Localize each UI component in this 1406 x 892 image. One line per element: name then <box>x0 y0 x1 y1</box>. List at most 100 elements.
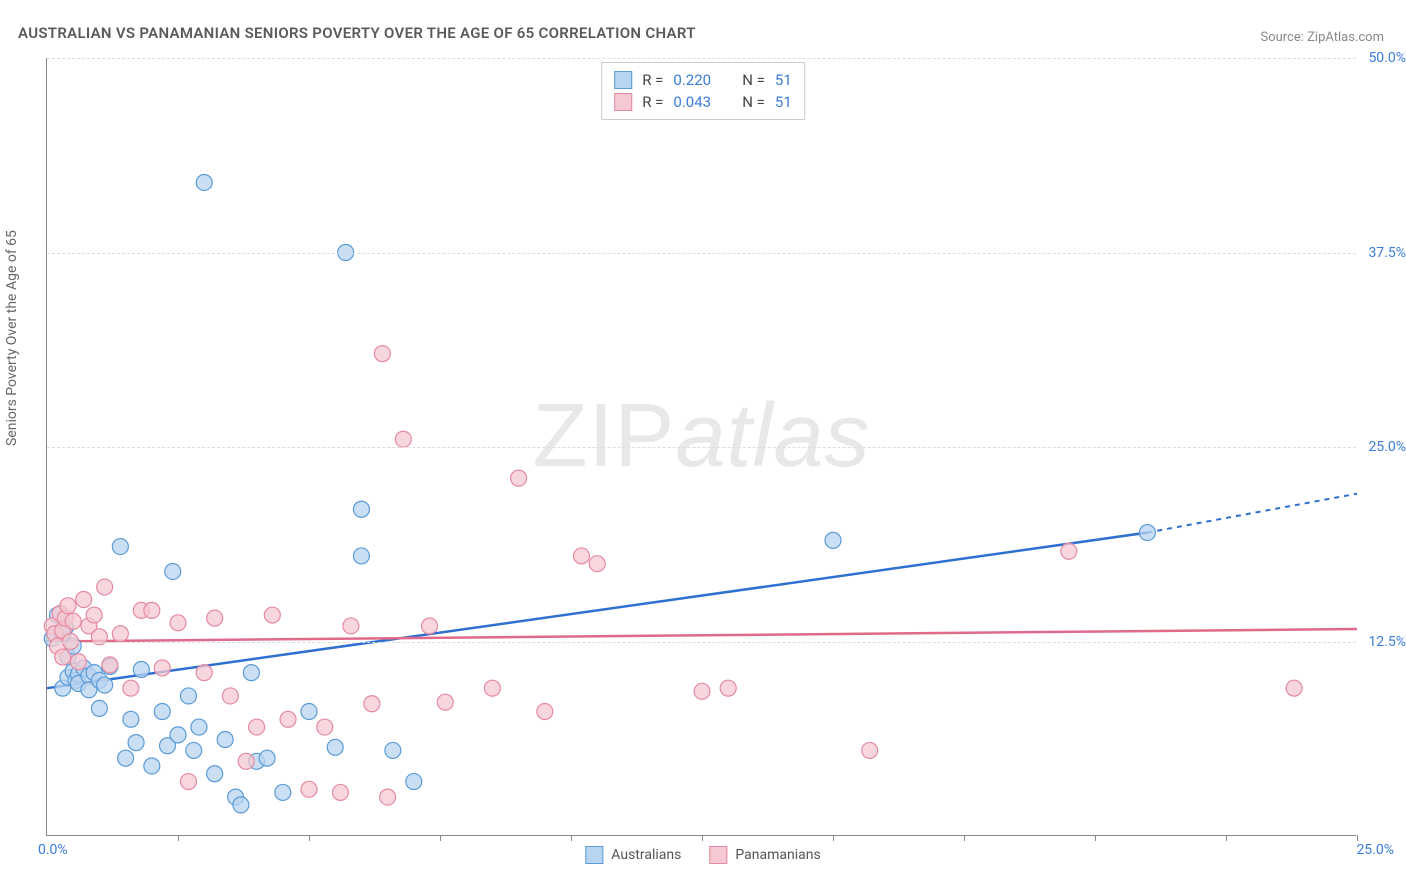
point-panamanians <box>437 694 453 710</box>
x-tick <box>964 835 965 841</box>
x-tick <box>1095 835 1096 841</box>
y-tick-label: 25.0% <box>1368 439 1406 455</box>
legend-series-item: Australians <box>585 846 681 864</box>
legend-correlation: R = 0.220 N = 51 R = 0.043 N = 51 <box>601 62 805 120</box>
x-tick <box>571 835 572 841</box>
point-australians <box>196 174 212 190</box>
point-panamanians <box>144 602 160 618</box>
point-australians <box>170 727 186 743</box>
gridline <box>47 642 1356 643</box>
point-panamanians <box>364 696 380 712</box>
point-australians <box>301 704 317 720</box>
point-australians <box>353 548 369 564</box>
point-panamanians <box>589 556 605 572</box>
point-australians <box>825 532 841 548</box>
point-panamanians <box>332 784 348 800</box>
point-panamanians <box>537 704 553 720</box>
point-panamanians <box>112 626 128 642</box>
legend-r-label: R = <box>642 93 663 111</box>
point-panamanians <box>207 610 223 626</box>
point-panamanians <box>573 548 589 564</box>
point-australians <box>385 742 401 758</box>
point-panamanians <box>1286 680 1302 696</box>
point-panamanians <box>1061 543 1077 559</box>
x-tick <box>702 835 703 841</box>
point-australians <box>165 563 181 579</box>
legend-r-value: 0.043 <box>673 93 711 111</box>
legend-n-value: 51 <box>775 93 792 111</box>
gridline <box>47 447 1356 448</box>
point-panamanians <box>249 719 265 735</box>
point-panamanians <box>374 346 390 362</box>
chart-title: AUSTRALIAN VS PANAMANIAN SENIORS POVERTY… <box>18 24 696 42</box>
x-axis-origin-label: 0.0% <box>38 842 68 858</box>
x-tick <box>1357 835 1358 841</box>
point-australians <box>128 735 144 751</box>
point-panamanians <box>196 665 212 681</box>
gridline <box>47 253 1356 254</box>
point-australians <box>191 719 207 735</box>
point-panamanians <box>154 660 170 676</box>
gridline <box>47 58 1356 59</box>
point-panamanians <box>123 680 139 696</box>
legend-n-value: 51 <box>775 71 792 89</box>
point-australians <box>233 797 249 813</box>
point-panamanians <box>862 742 878 758</box>
point-australians <box>123 711 139 727</box>
y-axis-label: Seniors Poverty Over the Age of 65 <box>4 230 20 446</box>
point-panamanians <box>102 657 118 673</box>
y-tick-label: 37.5% <box>1368 245 1406 261</box>
point-australians <box>133 662 149 678</box>
point-panamanians <box>422 618 438 634</box>
point-panamanians <box>694 683 710 699</box>
legend-swatch <box>614 71 632 89</box>
x-tick <box>309 835 310 841</box>
x-tick <box>1226 835 1227 841</box>
point-panamanians <box>76 591 92 607</box>
legend-swatch <box>709 846 727 864</box>
point-panamanians <box>317 719 333 735</box>
point-panamanians <box>343 618 359 634</box>
point-australians <box>186 742 202 758</box>
point-australians <box>118 750 134 766</box>
point-panamanians <box>264 607 280 623</box>
point-panamanians <box>720 680 736 696</box>
point-australians <box>1139 525 1155 541</box>
point-australians <box>243 665 259 681</box>
point-australians <box>353 501 369 517</box>
point-panamanians <box>280 711 296 727</box>
legend-series: Australians Panamanians <box>585 846 820 864</box>
point-australians <box>144 758 160 774</box>
legend-swatch <box>585 846 603 864</box>
x-axis-end-label: 25.0% <box>1356 842 1394 858</box>
point-panamanians <box>180 774 196 790</box>
legend-series-label: Panamanians <box>735 847 820 863</box>
legend-r-value: 0.220 <box>673 71 711 89</box>
legend-correlation-row: R = 0.220 N = 51 <box>614 69 792 91</box>
point-panamanians <box>70 654 86 670</box>
point-panamanians <box>301 781 317 797</box>
regression-line-panamanians <box>47 629 1357 641</box>
point-panamanians <box>238 753 254 769</box>
source-attribution: Source: ZipAtlas.com <box>1260 30 1384 45</box>
point-panamanians <box>395 431 411 447</box>
point-australians <box>259 750 275 766</box>
plot-area: ZIPatlas 12.5%25.0%37.5%50.0% <box>46 58 1356 836</box>
y-tick-label: 50.0% <box>1368 50 1406 66</box>
legend-n-label: N = <box>742 71 765 89</box>
point-australians <box>154 704 170 720</box>
legend-series-label: Australians <box>611 847 681 863</box>
point-australians <box>91 700 107 716</box>
point-panamanians <box>484 680 500 696</box>
point-panamanians <box>511 470 527 486</box>
point-panamanians <box>60 598 76 614</box>
legend-series-item: Panamanians <box>709 846 820 864</box>
point-australians <box>275 784 291 800</box>
x-tick <box>833 835 834 841</box>
x-tick <box>440 835 441 841</box>
point-australians <box>180 688 196 704</box>
legend-n-label: N = <box>742 93 765 111</box>
point-panamanians <box>55 649 71 665</box>
point-australians <box>217 732 233 748</box>
point-australians <box>97 677 113 693</box>
